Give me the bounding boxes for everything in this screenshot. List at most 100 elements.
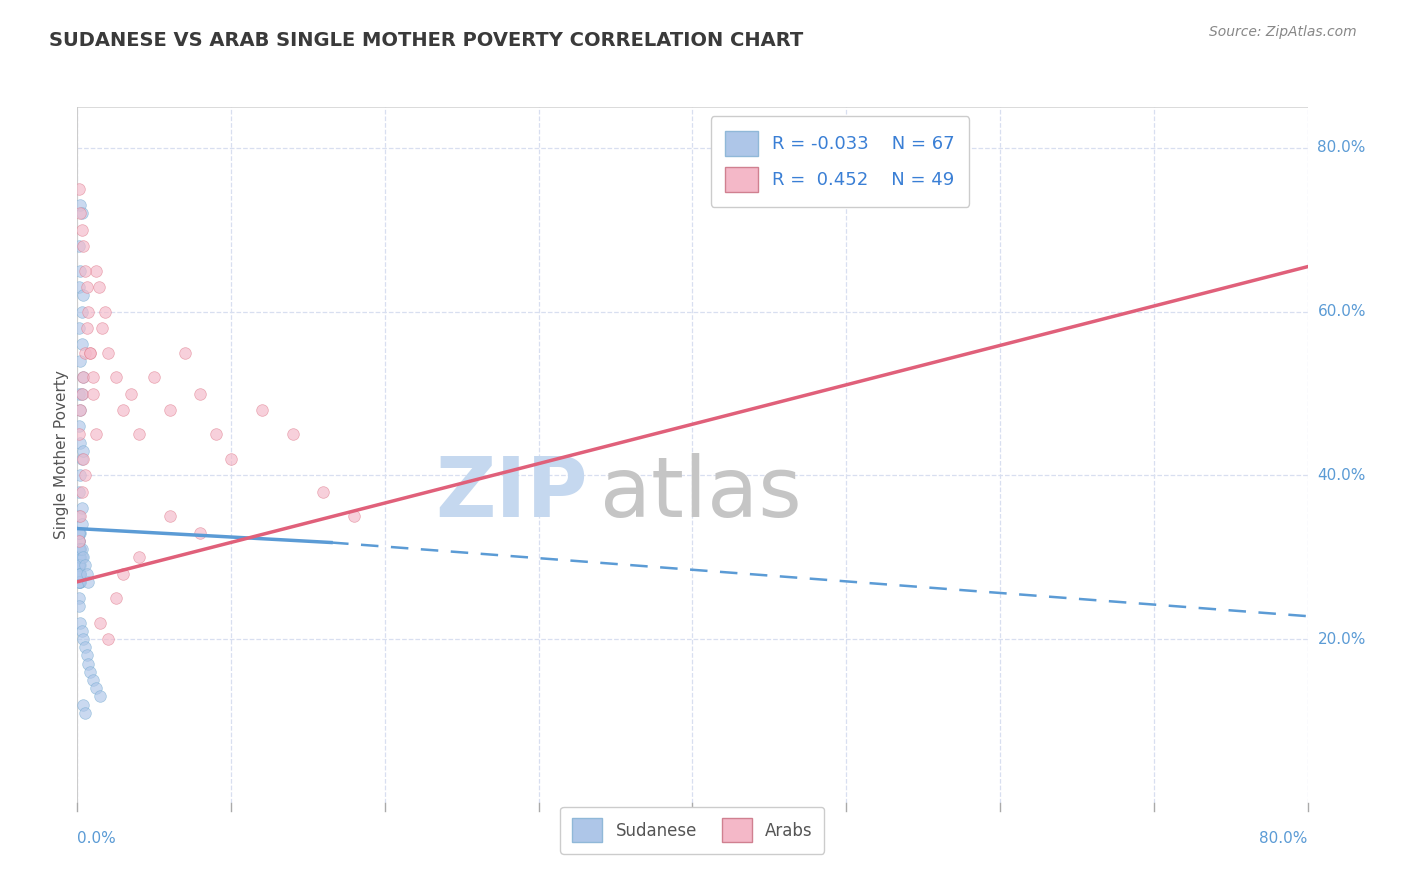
Point — [67, 321, 90, 335]
Point — [73, 640, 96, 655]
Text: 80.0%: 80.0% — [1317, 140, 1365, 155]
Point — [72, 239, 94, 253]
Text: 0.0%: 0.0% — [77, 830, 117, 846]
Point — [69, 403, 91, 417]
Point — [69, 403, 91, 417]
Point — [67, 386, 90, 401]
Point — [219, 452, 242, 467]
Point — [90, 321, 114, 335]
Text: SUDANESE VS ARAB SINGLE MOTHER POVERTY CORRELATION CHART: SUDANESE VS ARAB SINGLE MOTHER POVERTY C… — [49, 31, 803, 50]
Point — [79, 345, 101, 359]
Point — [159, 403, 181, 417]
Point — [67, 599, 90, 614]
Point — [97, 345, 120, 359]
Point — [67, 280, 90, 294]
Point — [76, 648, 98, 663]
Text: atlas: atlas — [600, 452, 801, 533]
Point — [77, 304, 100, 318]
Point — [69, 574, 91, 589]
Point — [67, 591, 90, 606]
Point — [72, 632, 94, 646]
Point — [67, 566, 90, 581]
Point — [343, 509, 366, 524]
Point — [69, 615, 91, 630]
Point — [67, 239, 90, 253]
Point — [84, 681, 107, 696]
Point — [70, 624, 93, 638]
Point — [73, 706, 96, 720]
Point — [84, 427, 107, 442]
Point — [69, 509, 91, 524]
Point — [70, 452, 93, 467]
Point — [69, 566, 91, 581]
Point — [69, 558, 91, 573]
Point — [70, 386, 93, 401]
Point — [67, 558, 90, 573]
Point — [82, 370, 104, 384]
Point — [79, 665, 101, 679]
Point — [72, 550, 94, 565]
Text: ZIP: ZIP — [436, 452, 588, 533]
Point — [143, 370, 166, 384]
Point — [69, 198, 91, 212]
Point — [70, 484, 93, 499]
Point — [69, 566, 91, 581]
Point — [97, 632, 120, 646]
Point — [89, 690, 111, 704]
Text: 40.0%: 40.0% — [1317, 468, 1365, 483]
Point — [69, 435, 91, 450]
Point — [87, 280, 110, 294]
Point — [188, 386, 212, 401]
Point — [77, 574, 100, 589]
Point — [67, 550, 90, 565]
Text: Source: ZipAtlas.com: Source: ZipAtlas.com — [1209, 25, 1357, 39]
Point — [69, 542, 91, 557]
Point — [84, 264, 107, 278]
Point — [104, 370, 127, 384]
Point — [174, 345, 197, 359]
Point — [76, 280, 98, 294]
Point — [70, 517, 93, 532]
Point — [69, 542, 91, 557]
Point — [67, 525, 90, 540]
Point — [70, 337, 93, 351]
Point — [70, 206, 93, 220]
Text: 80.0%: 80.0% — [1260, 830, 1308, 846]
Point — [104, 591, 127, 606]
Point — [70, 501, 93, 516]
Legend: Sudanese, Arabs: Sudanese, Arabs — [561, 806, 824, 854]
Point — [72, 288, 94, 302]
Point — [76, 321, 98, 335]
Point — [69, 468, 91, 483]
Point — [67, 566, 90, 581]
Point — [69, 525, 91, 540]
Point — [112, 403, 135, 417]
Point — [67, 558, 90, 573]
Point — [69, 353, 91, 368]
Text: 20.0%: 20.0% — [1317, 632, 1365, 647]
Point — [69, 574, 91, 589]
Point — [67, 574, 90, 589]
Point — [70, 542, 93, 557]
Point — [72, 370, 94, 384]
Point — [70, 304, 93, 318]
Y-axis label: Single Mother Poverty: Single Mother Poverty — [53, 370, 69, 540]
Point — [72, 370, 94, 384]
Point — [312, 484, 335, 499]
Point — [250, 403, 273, 417]
Point — [67, 484, 90, 499]
Point — [67, 558, 90, 573]
Point — [72, 452, 94, 467]
Point — [73, 264, 96, 278]
Point — [67, 574, 90, 589]
Point — [89, 615, 111, 630]
Point — [120, 386, 142, 401]
Point — [73, 468, 96, 483]
Point — [82, 386, 104, 401]
Point — [67, 509, 90, 524]
Point — [128, 427, 150, 442]
Point — [72, 698, 94, 712]
Point — [204, 427, 226, 442]
Point — [79, 345, 101, 359]
Point — [69, 550, 91, 565]
